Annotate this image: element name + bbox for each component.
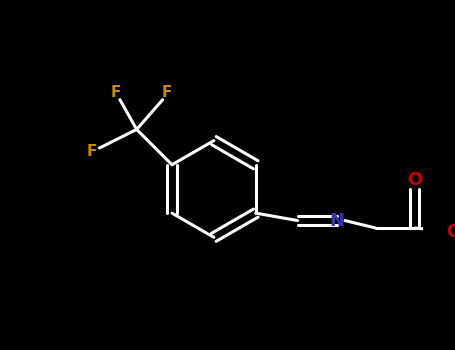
Text: F: F — [87, 144, 97, 159]
Text: F: F — [111, 85, 121, 100]
Text: O: O — [407, 171, 422, 189]
Text: O: O — [446, 223, 455, 241]
Text: N: N — [329, 211, 344, 230]
Text: F: F — [161, 85, 172, 100]
